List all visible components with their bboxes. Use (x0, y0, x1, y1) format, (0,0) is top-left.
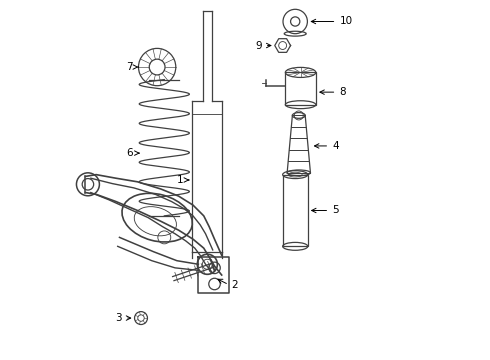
Text: 9: 9 (255, 41, 262, 50)
Text: 8: 8 (339, 87, 346, 97)
Text: 6: 6 (126, 148, 133, 158)
Text: 10: 10 (339, 17, 352, 27)
Text: 2: 2 (232, 280, 238, 290)
Text: 1: 1 (176, 175, 183, 185)
Bar (283, 175, 308, 246)
Text: 7: 7 (126, 62, 133, 72)
Text: 4: 4 (332, 141, 339, 151)
Text: 5: 5 (332, 206, 339, 216)
Text: 3: 3 (115, 313, 122, 323)
Bar (285, 72, 316, 105)
